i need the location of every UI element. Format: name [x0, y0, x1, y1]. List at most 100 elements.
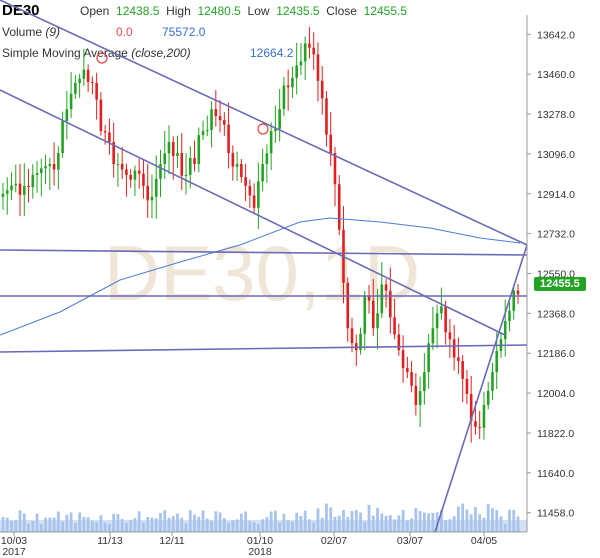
- volume-value-1: 0.0: [116, 25, 133, 39]
- volume-bar: [414, 507, 418, 532]
- volume-bar: [376, 507, 379, 532]
- candle-body: [125, 169, 128, 175]
- candle-body: [303, 43, 307, 62]
- candle-body: [14, 183, 18, 186]
- low-label: Low: [247, 4, 270, 18]
- candle-body: [65, 109, 69, 122]
- candle-body: [329, 134, 333, 154]
- watermark: DE30,1D: [104, 229, 421, 317]
- candle-body: [129, 174, 132, 180]
- volume-bar: [461, 503, 465, 532]
- sma-legend: Simple Moving Average (close,200): [2, 46, 191, 60]
- candle-body: [99, 99, 103, 132]
- candle-body: [278, 109, 281, 129]
- candle-body: [308, 43, 311, 48]
- y-tick-label: 13642.0: [537, 29, 575, 41]
- candle-body: [197, 135, 201, 164]
- x-tick-label: 01/10: [247, 535, 273, 547]
- low-value: 12435.5: [276, 4, 320, 18]
- ohlc-readout: Open 12438.5 High 12480.5 Low 12435.5 Cl…: [80, 4, 407, 18]
- close-value: 12455.5: [363, 4, 408, 18]
- candle-body: [495, 350, 499, 373]
- candle-body: [120, 163, 124, 170]
- candle-body: [359, 333, 362, 351]
- candle-body: [337, 184, 341, 230]
- candle-body: [218, 116, 222, 121]
- candle-body: [82, 69, 86, 79]
- candle-body: [508, 310, 511, 322]
- candle-body: [491, 372, 494, 391]
- candle-body: [384, 284, 388, 291]
- candle-body: [261, 163, 264, 182]
- candle-body: [31, 174, 35, 188]
- candle-body: [231, 153, 235, 167]
- y-tick-label: 12732.0: [537, 229, 575, 241]
- x-tick-label: 04/05: [471, 535, 497, 547]
- candle-body: [469, 393, 473, 422]
- candle-body: [201, 131, 205, 136]
- candle-body: [435, 313, 439, 329]
- open-label: Open: [80, 4, 110, 18]
- candle-body: [367, 295, 371, 301]
- candle-body: [269, 131, 273, 154]
- candle-body: [10, 185, 13, 191]
- trendline: [0, 89, 506, 336]
- candle-body: [188, 157, 192, 175]
- candle-body: [116, 163, 120, 165]
- candle-body: [112, 142, 115, 165]
- y-tick-label: 13278.0: [537, 109, 575, 121]
- candle-body: [176, 153, 179, 157]
- volume-bar: [457, 506, 460, 532]
- candle-body: [22, 185, 26, 195]
- volume-bar: [329, 507, 333, 532]
- candle-body: [295, 65, 298, 78]
- candle-body: [103, 131, 107, 133]
- candle-body: [461, 361, 464, 379]
- sma-value: 12664.2: [250, 46, 294, 60]
- candle-body: [380, 284, 384, 314]
- candle-body: [214, 109, 218, 117]
- sma-label: Simple Moving Average: [2, 46, 128, 60]
- candle-body: [27, 185, 30, 188]
- y-tick-label: 13460.0: [537, 69, 575, 81]
- candle-body: [503, 321, 507, 340]
- candle-body: [40, 168, 43, 174]
- candle-body: [86, 69, 90, 83]
- candle-body: [1, 193, 5, 197]
- candle-body: [180, 153, 184, 176]
- candle-body: [184, 174, 188, 176]
- candle-body: [406, 368, 409, 373]
- candle-body: [171, 142, 175, 157]
- candle-body: [78, 78, 81, 83]
- candle-body: [512, 290, 516, 311]
- trendline: [0, 0, 528, 246]
- x-tick-label: 11/13: [97, 535, 123, 547]
- volume-bar: [325, 503, 328, 532]
- candle-body: [320, 80, 324, 99]
- volume-bars: [0, 503, 527, 532]
- candle-body: [69, 93, 73, 110]
- candle-body: [146, 185, 150, 201]
- candle-body: [448, 332, 452, 340]
- trendline: [434, 244, 528, 533]
- candle-body: [389, 290, 392, 318]
- candle-body: [74, 82, 77, 94]
- trendline: [0, 249, 528, 256]
- y-tick-label: 12914.0: [537, 189, 575, 201]
- candle-body: [516, 290, 520, 295]
- candle-body: [252, 195, 256, 208]
- candle-body: [205, 130, 209, 132]
- candle-body: [5, 190, 9, 194]
- candle-body: [427, 343, 430, 373]
- candle-body: [108, 132, 111, 143]
- candle-body: [423, 372, 426, 392]
- x-tick-label: 03/07: [397, 535, 423, 547]
- candle-body: [265, 153, 269, 164]
- sma-line: [0, 217, 521, 336]
- candle-body: [248, 185, 252, 196]
- candle-body: [95, 82, 98, 100]
- volume-label: Volume: [2, 25, 43, 39]
- y-tick-label: 12186.0: [537, 348, 575, 360]
- candle-body: [91, 82, 94, 84]
